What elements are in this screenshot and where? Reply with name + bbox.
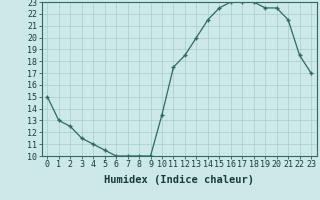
X-axis label: Humidex (Indice chaleur): Humidex (Indice chaleur) <box>104 175 254 185</box>
